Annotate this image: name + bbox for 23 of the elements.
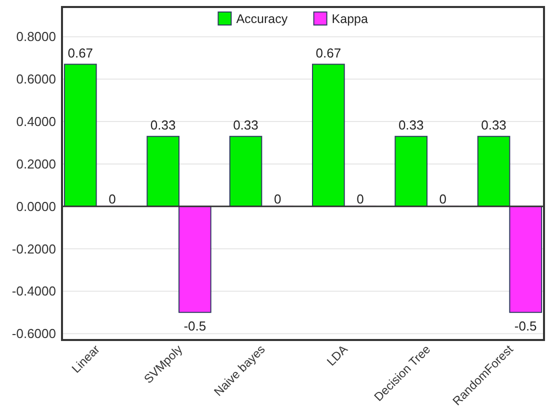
y-tick-label: 0.2000: [16, 156, 56, 172]
data-label: 0: [439, 191, 447, 206]
x-tick-label: LDA: [324, 342, 350, 369]
data-label: 0.33: [233, 117, 258, 132]
y-tick-label: 0.6000: [16, 72, 56, 87]
data-label: 0: [356, 191, 364, 206]
legend-label: Kappa: [332, 12, 368, 26]
y-tick-label: 0.4000: [16, 114, 56, 130]
data-label: 0.33: [150, 117, 176, 132]
y-tick-label: -0.6000: [12, 326, 56, 342]
data-label: -0.5: [184, 318, 206, 334]
data-label: 0: [108, 191, 116, 206]
data-label: 0.33: [398, 117, 424, 132]
data-label: 0: [274, 191, 282, 206]
y-tick-label: -0.2000: [12, 241, 56, 256]
data-label: 0.67: [316, 45, 342, 60]
legend-label: Accuracy: [236, 12, 288, 26]
y-tick-label: -0.4000: [12, 284, 56, 299]
y-tick-label: 0.0000: [16, 198, 56, 214]
data-label: 0.33: [481, 117, 506, 132]
data-label: -0.5: [514, 318, 537, 334]
y-tick-label: 0.8000: [16, 29, 56, 44]
data-label: 0.67: [68, 45, 94, 60]
